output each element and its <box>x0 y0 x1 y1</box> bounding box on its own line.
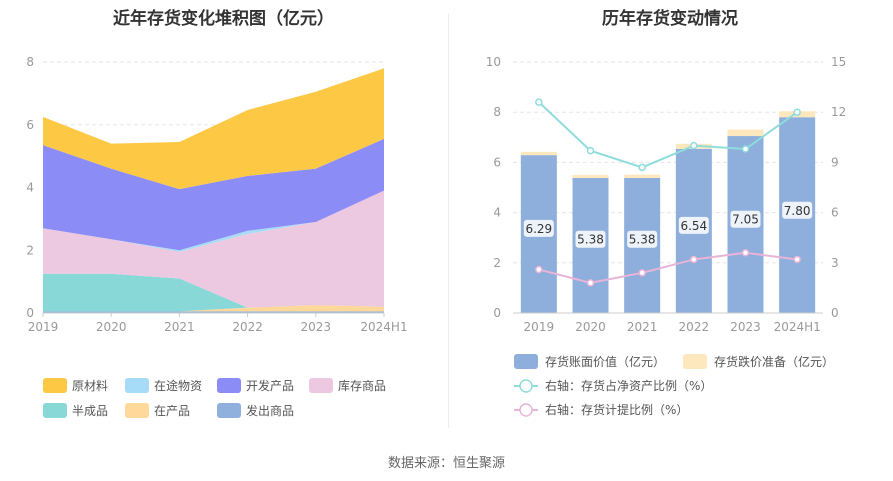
y-tick-label: 4 <box>26 181 34 195</box>
x-tick-label: 2023 <box>730 320 761 334</box>
left-chart-title: 近年存货变化堆积图（亿元） <box>113 9 334 29</box>
legend-label: 原材料 <box>72 379 108 393</box>
x-tick-label: 2023 <box>301 320 332 334</box>
y-tick-label: 0 <box>493 306 501 320</box>
legend-marker <box>519 379 533 393</box>
line-point <box>535 98 543 106</box>
legend-label: 右轴：存货计提比例（%） <box>545 402 688 417</box>
legend-swatch <box>125 403 149 418</box>
area-series <box>43 273 384 312</box>
line-point <box>535 265 543 274</box>
bar-value-label: 6.29 <box>525 222 552 236</box>
bar-impairment <box>520 151 557 156</box>
line-point <box>586 146 595 155</box>
line-point <box>793 255 801 264</box>
legend-label: 开发产品 <box>246 378 294 393</box>
legend-swatch <box>309 378 333 393</box>
legend-label: 库存商品 <box>338 378 386 393</box>
line-point <box>638 163 646 172</box>
y2-tick-label: 12 <box>831 105 846 119</box>
line-point <box>741 145 750 153</box>
bar-label-bg <box>627 230 658 248</box>
legend-swatch <box>683 354 707 369</box>
x-tick-label: 2019 <box>28 320 59 334</box>
line-provision-ratio <box>538 251 798 284</box>
bar-value-label: 5.38 <box>629 233 656 247</box>
legend-swatch <box>43 378 67 393</box>
area-series <box>43 68 384 190</box>
legend-swatch <box>125 378 149 393</box>
y-tick-label: 8 <box>493 105 501 119</box>
bar-value-label: 6.54 <box>680 219 707 233</box>
bar-value-label: 5.38 <box>577 233 604 247</box>
y-tick-label: 6 <box>493 155 501 169</box>
x-tick-label: 2020 <box>96 320 127 334</box>
y2-tick-label: 3 <box>831 256 839 270</box>
bar-label-bg <box>678 216 709 234</box>
legend-swatch <box>217 403 241 418</box>
legend-label: 半成品 <box>72 404 108 418</box>
x-tick-label: 2021 <box>164 320 195 334</box>
y-tick-label: 6 <box>26 118 34 132</box>
x-tick-label: 2024H1 <box>774 320 821 334</box>
legend-swatch <box>217 378 241 393</box>
legend-label: 发出商品 <box>246 403 294 418</box>
y-tick-label: 8 <box>26 55 34 69</box>
area-series <box>43 190 384 308</box>
bar-label-bg <box>782 201 813 219</box>
legend-swatch <box>43 403 67 418</box>
stacked-area-chart: 0 2 4 6 8 2019 2020 2021 2022 2023 2024H1 原材料 在途物资 开发… <box>26 55 408 418</box>
bar-value-label: 7.05 <box>732 213 759 227</box>
bar-impairment <box>727 129 764 137</box>
line-point <box>690 255 698 264</box>
legend-label: 存货跌价准备（亿元） <box>714 354 834 369</box>
legend-label: 存货账面价值（亿元） <box>545 354 665 369</box>
legend-label: 右轴：存货占净资产比例（%） <box>545 378 712 393</box>
right-chart-title: 历年存货变动情况 <box>602 9 738 29</box>
bar-line-chart: 0 2 4 6 8 10 0 3 6 9 12 15 6.29 5.38 5.38 6.54 7.05 7.80 2… <box>486 55 847 417</box>
y-tick-label: 4 <box>493 206 501 220</box>
y2-tick-label: 6 <box>831 206 839 220</box>
bar-label-bg <box>730 210 761 228</box>
line-inventory-net-asset-ratio <box>538 101 798 169</box>
x-tick-label: 2021 <box>627 320 658 334</box>
data-source: 数据来源：恒生聚源 <box>387 456 505 471</box>
line-point <box>741 249 750 257</box>
y2-tick-label: 9 <box>831 155 839 169</box>
x-tick-label: 2022 <box>232 320 263 334</box>
legend-marker <box>519 403 533 417</box>
x-tick-label: 2019 <box>524 320 555 334</box>
y-tick-label: 10 <box>486 55 501 69</box>
x-tick-label: 2020 <box>575 320 606 334</box>
bar-line-chart-panel: 历年存货变动情况 0 2 4 6 8 10 0 3 6 9 12 15 6.29 5.38 5.38 6.54… <box>447 0 893 430</box>
x-tick-label: 2022 <box>679 320 710 334</box>
bar-label-bg <box>523 219 554 237</box>
y-tick-label: 0 <box>26 306 34 320</box>
area-series <box>43 138 384 251</box>
y-tick-label: 2 <box>493 256 501 270</box>
bar-impairment <box>624 174 661 178</box>
stacked-area-chart-panel: 近年存货变化堆积图（亿元） 0 2 4 6 8 2019 2020 2021 2022 2023 2… <box>0 0 447 430</box>
y2-tick-label: 0 <box>831 306 839 320</box>
line-point <box>586 279 595 287</box>
x-tick-label: 2024H1 <box>360 320 407 334</box>
area-series <box>43 305 384 312</box>
bar-value-label: 7.80 <box>784 204 811 218</box>
legend-label: 在途物资 <box>154 378 202 393</box>
y-tick-label: 2 <box>26 243 34 257</box>
bar-label-bg <box>575 230 606 248</box>
legend-label: 在产品 <box>154 404 190 418</box>
legend-swatch <box>514 354 538 369</box>
line-point <box>690 141 698 150</box>
line-point <box>638 269 646 277</box>
y2-tick-label: 15 <box>831 55 846 69</box>
line-point <box>793 108 801 116</box>
panel-divider <box>448 14 449 428</box>
bar-impairment <box>572 174 609 178</box>
